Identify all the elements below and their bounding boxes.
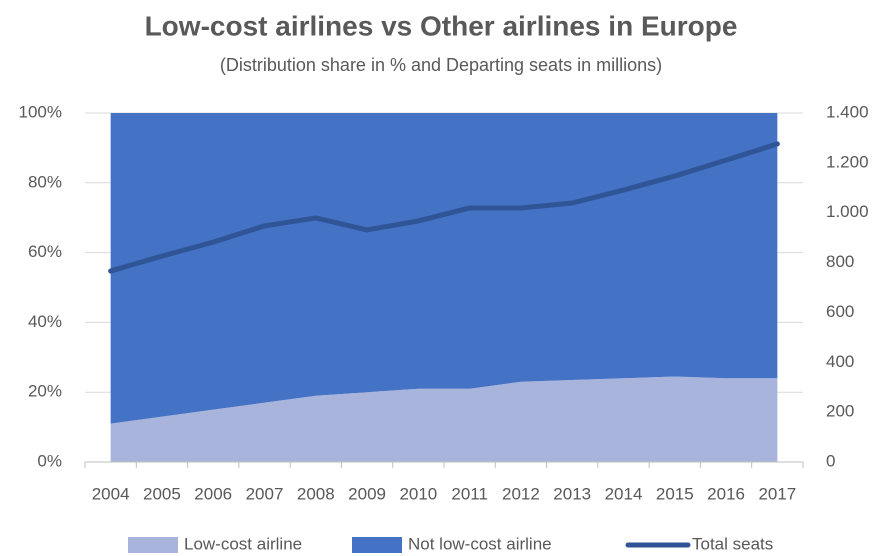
x-tick-label: 2010 [399, 484, 437, 503]
legend-label: Low-cost airline [184, 534, 302, 553]
y2-tick-label: 1.200 [826, 152, 869, 171]
y-tick-label: 60% [28, 242, 62, 261]
x-tick-label: 2009 [348, 484, 386, 503]
x-tick-label: 2004 [92, 484, 130, 503]
y-tick-label: 80% [28, 172, 62, 191]
x-tick-label: 2016 [707, 484, 745, 503]
x-tick-label: 2015 [656, 484, 694, 503]
y2-tick-label: 1.000 [826, 202, 869, 221]
line [108, 141, 780, 274]
chart-subtitle: (Distribution share in % and Departing s… [220, 55, 662, 75]
x-tick-label: 2007 [246, 484, 284, 503]
legend-label: Not low-cost airline [408, 534, 552, 553]
area [110, 376, 778, 462]
legend-label: Total seats [692, 534, 773, 553]
x-tick-label: 2017 [758, 484, 796, 503]
x-tick-label: 2013 [553, 484, 591, 503]
x-tick-label: 2012 [502, 484, 540, 503]
y2-tick-label: 1.400 [826, 102, 869, 121]
y2-tick-label: 800 [826, 252, 854, 271]
y2-tick-label: 400 [826, 352, 854, 371]
y-tick-label: 20% [28, 382, 62, 401]
y2-tick-label: 200 [826, 402, 854, 421]
x-tick-label: 2006 [194, 484, 232, 503]
chart-title: Low-cost airlines vs Other airlines in E… [145, 10, 738, 41]
y2-tick-label: 0 [826, 451, 835, 470]
x-tick-label: 2011 [451, 484, 488, 503]
legend-swatch [128, 537, 178, 553]
y2-tick-label: 600 [826, 302, 854, 321]
y-tick-label: 0% [37, 451, 62, 470]
x-tick-label: 2014 [605, 484, 643, 503]
y-tick-label: 40% [28, 312, 62, 331]
x-tick-label: 2008 [297, 484, 335, 503]
x-tick-label: 2005 [143, 484, 181, 503]
area [110, 113, 778, 424]
y-tick-label: 100% [19, 102, 62, 121]
legend-swatch [352, 537, 402, 553]
